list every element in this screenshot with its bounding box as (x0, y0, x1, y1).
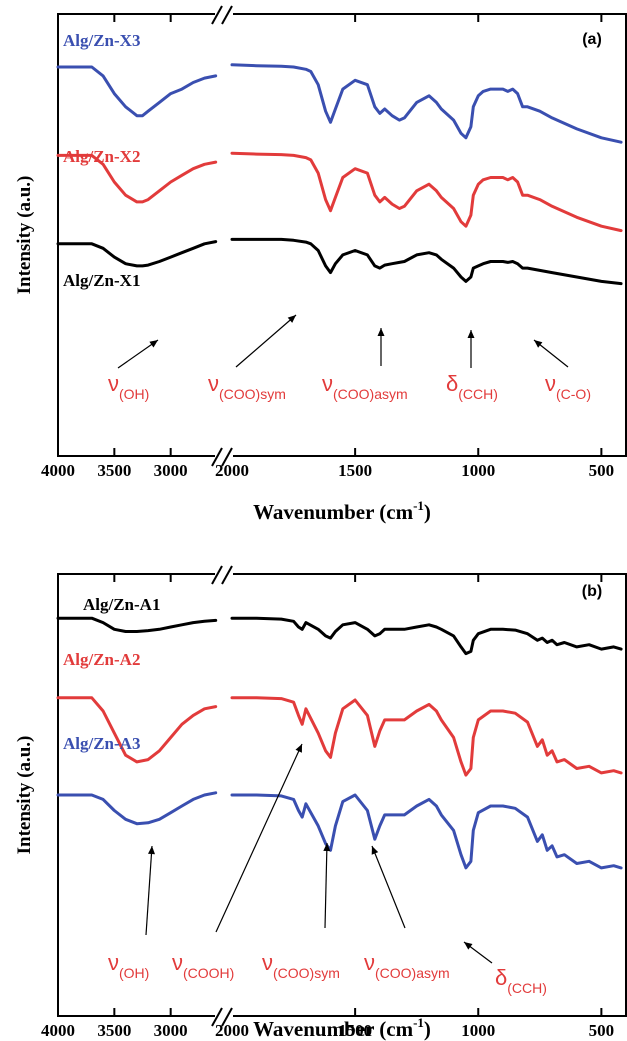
panel-b-tick-marks (58, 574, 601, 1016)
annotation-b-coo-asym: ν(COO)asym (364, 950, 450, 981)
series-label-x3: Alg/Zn-X3 (63, 31, 140, 50)
panel-a-arrow-head-0 (149, 340, 158, 348)
panel-a-chart: (a) Alg/Zn-X3 Alg/Zn-X2 Alg/Zn-X1 ν(OH) … (14, 6, 626, 524)
panel-b-series-group (58, 618, 621, 868)
panel-b-arrow-head-3 (372, 846, 379, 855)
series-label-a2: Alg/Zn-A2 (63, 650, 140, 669)
series-label-a1: Alg/Zn-A1 (83, 595, 160, 614)
x-tick-label-500: 500 (589, 1021, 615, 1040)
x-tick-label-500: 500 (589, 461, 615, 480)
series-line-alg-zn-a3-right (232, 795, 621, 868)
x-tick-label-3500: 3500 (97, 461, 131, 480)
x-tick-label-2000: 2000 (215, 461, 249, 480)
panel-b-arrow-line-1 (216, 744, 302, 932)
annotation-b-cooh: ν(COOH) (172, 950, 234, 981)
panel-b-arrow-line-2 (325, 843, 327, 928)
panel-b-tag: (b) (582, 583, 602, 600)
panel-a-x-axis-title: Wavenumber (cm-1) (253, 498, 431, 524)
panel-b-x-axis-title: Wavenumber (cm-1) (253, 1015, 431, 1041)
panel-b-arrow-head-4 (464, 942, 473, 950)
series-line-alg-zn-a2-right (232, 698, 621, 775)
panel-a-series-group (58, 65, 621, 284)
annotation-cch: δ(CCH) (446, 371, 498, 402)
panel-b-y-axis-title: Intensity (a.u.) (14, 736, 35, 855)
series-label-x1: Alg/Zn-X1 (63, 271, 140, 290)
series-label-a3: Alg/Zn-A3 (63, 734, 140, 753)
x-tick-label-3500: 3500 (97, 1021, 131, 1040)
series-line-alg-zn-x3-left (58, 67, 216, 116)
x-tick-label-2000: 2000 (215, 1021, 249, 1040)
panel-b-arrow-line-3 (372, 846, 405, 928)
annotation-b-oh: ν(OH) (108, 950, 149, 981)
panel-a-tick-labels: 4000 3500 3000 2000 1500 1000 500 (41, 461, 614, 480)
panel-a-tag: (a) (582, 31, 602, 48)
x-tick-label-3000: 3000 (154, 461, 188, 480)
series-line-alg-zn-x3-right (232, 65, 621, 142)
series-line-alg-zn-a3-left (58, 793, 216, 824)
x-tick-label-1000: 1000 (461, 461, 495, 480)
annotation-c-o: ν(C-O) (545, 371, 591, 402)
annotation-coo-sym: ν(COO)sym (208, 371, 286, 402)
x-tick-label-1500: 1500 (338, 461, 372, 480)
panel-b-arrow-head-0 (148, 846, 155, 854)
annotation-coo-asym: ν(COO)asym (322, 371, 408, 402)
series-line-alg-zn-x2-right (232, 153, 621, 230)
panel-b-arrow-line-0 (146, 846, 152, 935)
panel-a-arrow-head-4 (534, 340, 542, 348)
series-label-x2: Alg/Zn-X2 (63, 147, 140, 166)
x-tick-label-3000: 3000 (154, 1021, 188, 1040)
series-line-alg-zn-a1-left (58, 618, 216, 631)
x-tick-label-4000: 4000 (41, 461, 75, 480)
panel-a-arrow-line-1 (236, 315, 296, 367)
series-line-alg-zn-a1-right (232, 618, 621, 653)
panel-a-arrow-head-3 (468, 330, 475, 338)
panel-a-arrow-head-2 (378, 328, 385, 336)
panel-b-annotation-arrows (146, 744, 492, 963)
x-tick-label-1000: 1000 (461, 1021, 495, 1040)
panel-b-axis-break (212, 566, 233, 1026)
panel-a-y-axis-title: Intensity (a.u.) (14, 176, 35, 295)
panel-a-annotation-arrows (118, 315, 568, 368)
series-line-alg-zn-x1-left (58, 242, 216, 266)
annotation-b-coo-sym: ν(COO)sym (262, 950, 340, 981)
annotation-oh: ν(OH) (108, 371, 149, 402)
series-line-alg-zn-x1-right (232, 239, 621, 283)
annotation-b-cch: δ(CCH) (495, 965, 547, 996)
x-tick-label-4000: 4000 (41, 1021, 75, 1040)
panel-b-chart: (b) Alg/Zn-A1 Alg/Zn-A2 Alg/Zn-A3 ν(OH) … (14, 566, 626, 1041)
